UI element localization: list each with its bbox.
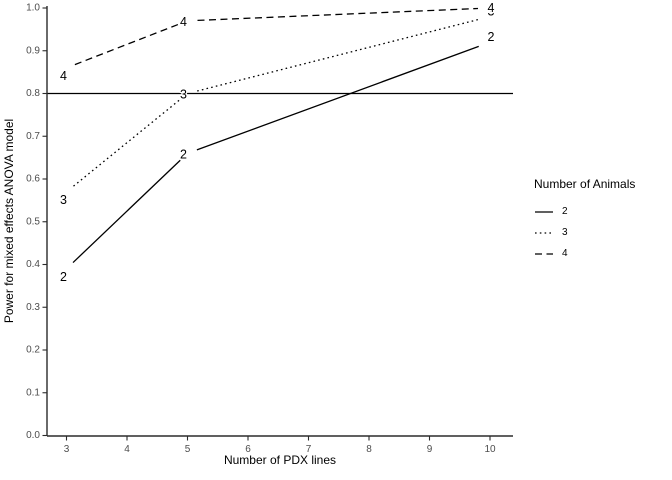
point-label-animals-3: 3 [180,88,187,102]
x-tick-label: 5 [185,444,191,455]
legend: Number of Animals 2 3 4 [534,177,635,264]
y-tick-label: 0.7 [26,131,40,142]
y-axis-title: Power for mixed effects ANOVA model [2,119,16,323]
legend-item-animals-2: 2 [534,201,635,222]
y-tick-label: 0.0 [26,430,40,441]
legend-item-animals-4: 4 [534,243,635,264]
legend-title: Number of Animals [534,177,636,191]
y-tick-label: 0.8 [26,88,40,99]
y-tick-label: 0.9 [26,45,40,56]
x-tick-label: 4 [124,444,130,455]
x-tick-label: 3 [64,444,70,455]
x-axis-title: Number of PDX lines [224,453,336,467]
y-tick-label: 0.1 [26,387,40,398]
point-label-animals-4: 4 [60,69,67,83]
point-label-animals-4: 4 [488,1,495,15]
series-line-animals-4 [74,23,179,66]
legend-item-label: 2 [562,206,568,217]
y-tick-label: 0.3 [26,302,40,313]
dashed-line-key-icon [535,252,553,255]
y-tick-label: 0.4 [26,259,40,270]
x-tick-label: 7 [306,444,312,455]
x-tick-label: 6 [245,444,251,455]
series-line-animals-2 [72,159,181,264]
point-label-animals-4: 4 [180,15,187,29]
x-tick-label: 8 [366,444,372,455]
point-label-animals-2: 2 [488,30,495,44]
point-label-animals-2: 2 [60,270,67,284]
series-line-animals-3 [73,99,181,187]
y-tick-label: 0.5 [26,216,40,227]
x-tick-label: 9 [427,444,433,455]
x-tick-label: 10 [484,444,496,455]
series-line-animals-2 [196,45,479,151]
y-tick-label: 0.6 [26,174,40,185]
solid-line-key-icon [535,210,553,213]
legend-item-label: 4 [562,248,568,259]
point-label-animals-3: 3 [60,193,67,207]
point-label-animals-2: 2 [180,147,187,161]
series-line-animals-3 [197,18,479,92]
y-tick-label: 1.0 [26,3,40,14]
series-line-animals-4 [197,7,479,22]
dotted-line-key-icon [535,231,553,234]
point-label-animals-3: 3 [488,5,495,19]
y-tick-label: 0.2 [26,345,40,356]
legend-item-animals-3: 3 [534,222,635,243]
legend-item-label: 3 [562,227,568,238]
